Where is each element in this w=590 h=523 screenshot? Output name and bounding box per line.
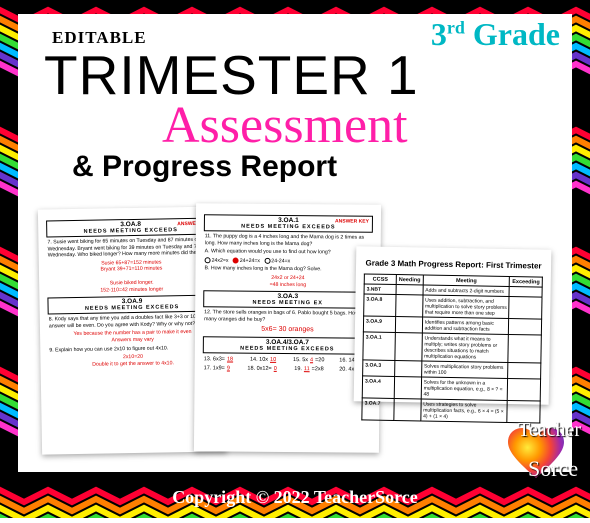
grade-number: 3 bbox=[431, 16, 447, 52]
answer-text: 24x2 or 24+24 =48 inches long bbox=[203, 274, 372, 289]
question-text: B. How many inches long is the Mama dog?… bbox=[204, 266, 371, 274]
section-header: 3.OA.1 NEEDS MEETING EXCEEDS ANSWER KEY bbox=[204, 214, 373, 232]
grade-word: Grade bbox=[473, 16, 560, 52]
table-row: 3.OA.7Uses strategies to solve multiplic… bbox=[362, 398, 540, 423]
accent-title: Assessment bbox=[162, 100, 408, 152]
grade-label: 3rd Grade bbox=[431, 16, 560, 53]
answer-key-label: ANSWER KEY bbox=[335, 218, 369, 224]
question-text: 7. Susie went biking for 65 minutes on T… bbox=[47, 237, 214, 259]
table-row: 3.OA.4Solves for the unknown in a multip… bbox=[362, 376, 540, 401]
logo-text: Sorce bbox=[528, 460, 578, 479]
radio-icon bbox=[233, 257, 239, 263]
table-row: 3.OA.1Understands what it means to multi… bbox=[363, 332, 541, 363]
sub-title: & Progress Report bbox=[72, 152, 337, 182]
question-text: A. Which equation would you use to find … bbox=[205, 248, 372, 256]
equation-row: 13. 6x3=18 14. 10x10 15. 5x4=20 16. 14=2… bbox=[204, 357, 371, 364]
report-title: Grade 3 Math Progress Report: First Trim… bbox=[364, 258, 543, 270]
worksheet-page-2: 3.OA.1 NEEDS MEETING EXCEEDS ANSWER KEY … bbox=[194, 203, 381, 453]
main-title: TRIMESTER 1 bbox=[44, 48, 419, 103]
option-row: 24x2=x 24+24=x 24-24=x bbox=[205, 257, 372, 265]
section-header: 3.OA.9 NEEDS MEETING EXCEEDS bbox=[47, 295, 216, 315]
radio-icon bbox=[205, 257, 211, 263]
title-block: EDITABLE 3rd Grade TRIMESTER 1 Assessmen… bbox=[22, 18, 568, 193]
section-header: 3.OA.8 NEEDS MEETING EXCEEDS ANSWER KEY bbox=[46, 218, 215, 238]
rubric-cols: NEEDS MEETING EX bbox=[204, 300, 371, 307]
teachersorce-logo: Teacher Sorce bbox=[500, 422, 578, 490]
logo-text: Teacher bbox=[518, 422, 581, 439]
radio-icon bbox=[264, 257, 270, 263]
answer-text: Susie 65+87=152 minutes Bryant 39+71=110… bbox=[47, 258, 217, 295]
answer-text: 2x10=20 Double it to get the answer to 4… bbox=[48, 353, 217, 369]
section-header: 3.OA.4/3.OA.7 NEEDS MEETING EXCEEDS bbox=[203, 337, 372, 355]
progress-report-page: Grade 3 Math Progress Report: First Trim… bbox=[354, 246, 552, 404]
grade-suffix: rd bbox=[447, 17, 465, 37]
answer-text: Yes because the number has a pair to mak… bbox=[48, 329, 217, 345]
question-text: 12. The store sells oranges in bags of 6… bbox=[204, 310, 371, 324]
question-text: 11. The puppy dog is a 4 inches long and… bbox=[205, 233, 372, 247]
question-text: 8. Kody says that any time you add a dou… bbox=[49, 314, 216, 330]
report-table: CCSS Needing Meeting Exceeding 3.NBTAdds… bbox=[361, 273, 543, 423]
section-header: 3.OA.3 NEEDS MEETING EX bbox=[203, 291, 372, 309]
table-row: 3.OA.8Uses addition, subtraction, and mu… bbox=[364, 294, 542, 319]
page-previews: 3.OA.8 NEEDS MEETING EXCEEDS ANSWER KEY … bbox=[40, 200, 550, 463]
rubric-cols: NEEDS MEETING EXCEEDS bbox=[204, 346, 371, 353]
equation-row: 17. 1x9=9 18. 0x12=0 19.11=2x8 20. 4x9=3… bbox=[204, 366, 371, 373]
answer-text: 5x6= 30 oranges bbox=[203, 325, 372, 336]
copyright-text: Copyright © 2022 TeacherSorce bbox=[0, 487, 590, 508]
content-area: EDITABLE 3rd Grade TRIMESTER 1 Assessmen… bbox=[0, 0, 590, 518]
